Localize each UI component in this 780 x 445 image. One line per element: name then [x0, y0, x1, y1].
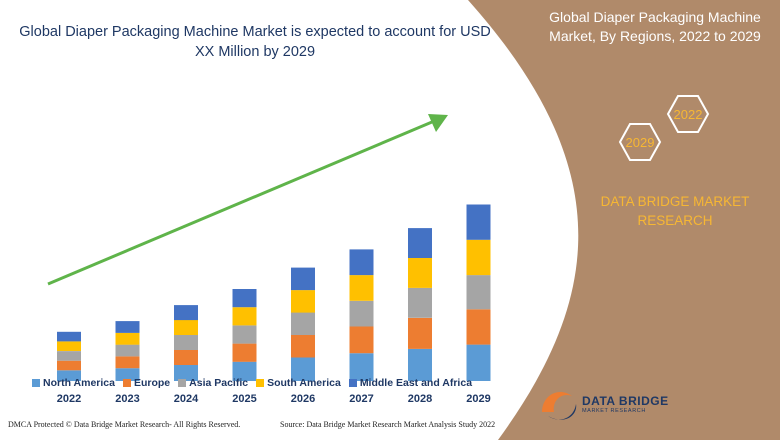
badge-2022-label: 2022: [674, 107, 703, 122]
bar-segment-2024-south-america: [174, 320, 198, 335]
x-tick-label-2024: 2024: [174, 393, 199, 405]
bar-segment-2023-north-america: [115, 368, 140, 381]
bar-segment-2022-middle-east-and-africa: [57, 331, 81, 342]
bar-segment-2026-south-america: [291, 290, 315, 313]
x-tick-label-2026: 2026: [291, 393, 315, 405]
legend-swatch-middle-east-africa: [348, 379, 357, 387]
bar-segment-2023-europe: [115, 356, 140, 369]
side-panel-shape: [468, 0, 780, 440]
hexagon-2029-badge: [618, 123, 662, 161]
bar-segment-2028-south-america: [408, 258, 432, 288]
legend-label-north-america: North America: [43, 377, 115, 389]
bar-segment-2024-europe: [174, 350, 198, 365]
legend-label-europe: Europe: [133, 377, 171, 389]
bar-segment-2023-south-america: [115, 332, 140, 345]
bar-segment-2027-north-america: [349, 353, 374, 381]
bar-segment-2028-north-america: [408, 348, 432, 381]
bar-segment-2027-middle-east-and-africa: [349, 249, 374, 276]
hexagon-2022-badge: [666, 95, 710, 133]
bar-segment-2023-middle-east-and-africa: [115, 321, 140, 333]
bar-segment-2027-europe: [349, 326, 374, 354]
bar-segment-2029-south-america: [466, 239, 491, 276]
legend-item-europe: Europe: [122, 377, 171, 389]
footer-copyright: DMCA Protected © Data Bridge Market Rese…: [8, 420, 241, 429]
side-panel-title: Global Diaper Packaging Machine Market, …: [549, 9, 761, 44]
legend-swatch-north-america: [32, 379, 40, 387]
logo-icon: [542, 391, 577, 420]
footer-source: Source: Data Bridge Market Research Mark…: [280, 420, 496, 429]
legend-item-middle-east-africa: Middle East and Africa: [348, 377, 473, 389]
x-tick-label-2027: 2027: [349, 393, 373, 405]
bar-segment-2026-europe: [291, 335, 315, 358]
x-tick-label-2025: 2025: [232, 393, 256, 405]
bar-segment-2025-north-america: [232, 361, 257, 381]
bar-segment-2029-asia-pacific: [466, 275, 491, 310]
bar-segment-2023-asia-pacific: [115, 344, 140, 357]
bar-segment-2024-asia-pacific: [174, 335, 198, 350]
bar-segment-2025-south-america: [232, 307, 257, 326]
legend-swatch-south-america: [256, 379, 265, 387]
x-tick-labels: 2022 2023 2024 2025 2026 2027 2028 2029: [57, 393, 491, 405]
bar-segment-2026-middle-east-and-africa: [291, 267, 315, 291]
chart-legend: North America Europe Asia Pacific South …: [32, 376, 472, 390]
bar-series-group: [57, 204, 491, 381]
logo-tagline: MARKET RESEARCH: [582, 408, 646, 414]
bar-segment-2028-europe: [408, 317, 432, 349]
bar-segment-2027-asia-pacific: [349, 300, 374, 327]
legend-label-asia-pacific: Asia Pacific: [189, 377, 249, 389]
legend-item-asia-pacific: Asia Pacific: [178, 377, 248, 389]
bar-segment-2029-europe: [466, 309, 491, 345]
bar-segment-2028-asia-pacific: [408, 287, 432, 318]
x-tick-label-2023: 2023: [115, 393, 139, 405]
badge-2029-label: 2029: [626, 135, 655, 150]
bar-segment-2026-north-america: [291, 357, 315, 381]
growth-arrow: [47, 114, 448, 286]
bar-segment-2028-middle-east-and-africa: [408, 228, 432, 258]
bar-segment-2027-south-america: [349, 275, 374, 301]
x-tick-label-2028: 2028: [408, 393, 432, 405]
chart-title: Global Diaper Packaging Machine Market i…: [19, 24, 491, 60]
bar-segment-2025-europe: [232, 343, 257, 362]
bar-segment-2026-asia-pacific: [291, 312, 315, 335]
legend-swatch-europe: [122, 379, 131, 387]
bar-segment-2025-middle-east-and-africa: [232, 289, 257, 308]
legend-item-south-america: South America: [256, 377, 341, 389]
x-tick-label-2022: 2022: [57, 393, 81, 405]
legend-swatch-asia-pacific: [178, 379, 187, 387]
logo-wordmark: DATA BRIDGE: [582, 394, 669, 408]
bar-segment-2022-asia-pacific: [57, 351, 81, 361]
bar-segment-2029-north-america: [466, 344, 491, 381]
bar-segment-2024-north-america: [174, 365, 198, 381]
x-tick-label-2029: 2029: [466, 393, 490, 405]
bar-segment-2024-middle-east-and-africa: [174, 305, 198, 321]
bar-segment-2029-middle-east-and-africa: [466, 204, 491, 240]
bar-segment-2022-south-america: [57, 341, 81, 351]
bar-segment-2025-asia-pacific: [232, 325, 257, 344]
bar-segment-2022-europe: [57, 360, 81, 371]
legend-label-middle-east-africa: Middle East and Africa: [359, 377, 473, 389]
brand-name: DATA BRIDGE MARKET RESEARCH: [600, 194, 750, 228]
bar-segment-2022-north-america: [57, 370, 81, 381]
legend-label-south-america: South America: [267, 377, 341, 389]
legend-item-north-america: North America: [32, 377, 115, 389]
